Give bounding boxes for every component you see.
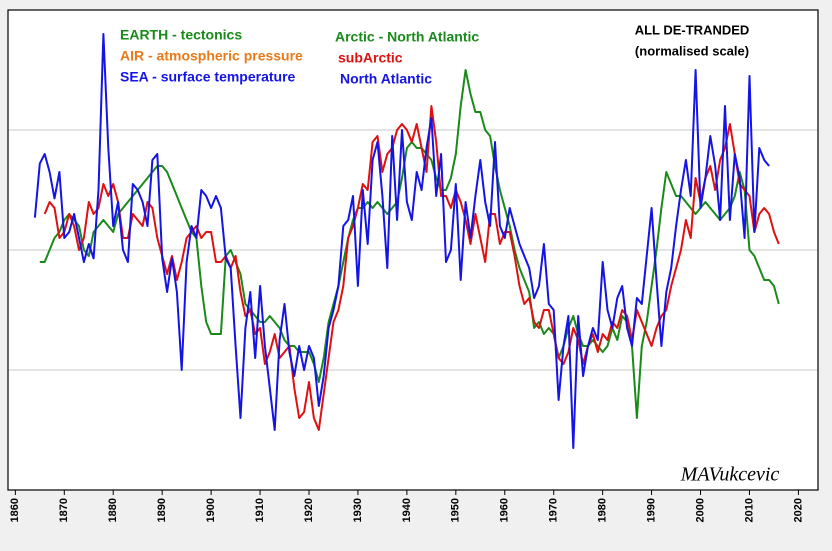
legend-label: SEA - surface temperature <box>120 69 296 85</box>
x-tick-label: 1970 <box>548 498 560 522</box>
x-tick-label: 1990 <box>646 498 658 522</box>
x-tick-label: 1930 <box>352 498 364 522</box>
x-tick-label: 1890 <box>156 498 168 522</box>
legend-label: AIR - atmospheric pressure <box>120 48 303 64</box>
region-label: North Atlantic <box>340 71 432 87</box>
x-tick-label: 1920 <box>303 498 315 522</box>
series-line <box>43 105 780 431</box>
x-tick-label: 1980 <box>597 498 609 522</box>
x-tick-label: 2000 <box>694 498 706 522</box>
region-label: Arctic - North Atlantic <box>335 29 479 45</box>
x-tick-label: 1880 <box>107 498 119 522</box>
plot-frame <box>7 9 819 491</box>
x-tick-label: 1960 <box>499 498 511 522</box>
x-tick-label: 1870 <box>58 498 70 522</box>
x-tick-label: 1910 <box>254 498 266 522</box>
x-tick-label: 2020 <box>792 498 804 522</box>
x-tick-label: 1860 <box>9 498 21 522</box>
signature: MAVukcevic <box>680 464 780 486</box>
x-tick-label: 1940 <box>401 498 413 522</box>
chart-title: ALL DE-TRANDED <box>635 22 750 37</box>
x-tick-label: 2010 <box>743 498 755 522</box>
region-label: subArctic <box>338 50 403 66</box>
series-line <box>33 33 770 449</box>
legend-label: EARTH - tectonics <box>120 27 242 43</box>
x-tick-label: 1900 <box>205 498 217 522</box>
chart-subtitle: (normalised scale) <box>635 43 749 58</box>
x-tick-label: 1950 <box>450 498 462 522</box>
